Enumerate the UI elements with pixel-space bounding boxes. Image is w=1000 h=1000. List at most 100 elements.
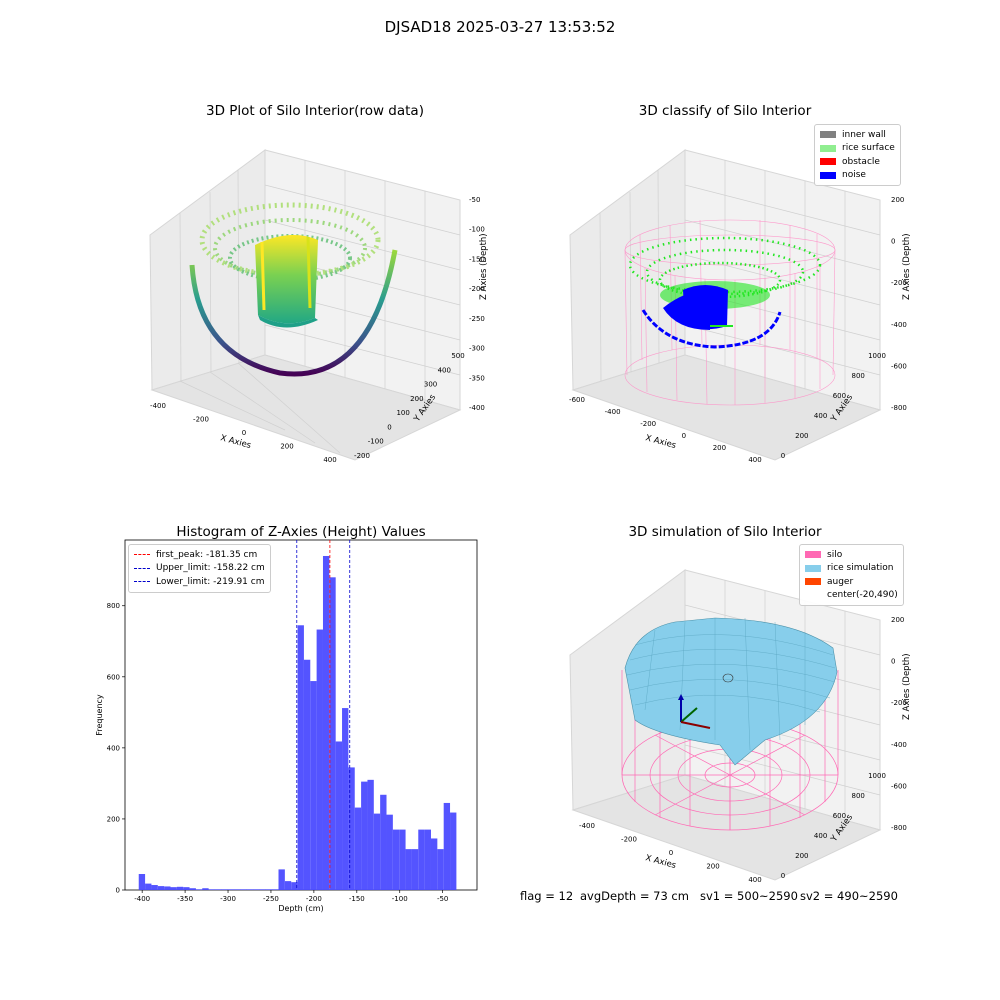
panel2-y-ticks: 0 200 400 600 800 1000 — [781, 352, 886, 460]
histogram-bar-34 — [354, 807, 362, 890]
panel1-z-tick-5: -300 — [469, 345, 485, 353]
histogram-x-tick-2: -300 — [220, 895, 236, 903]
panel2-x-tick-0: -600 — [569, 396, 585, 404]
panel4-title: 3D simulation of Silo Interior — [628, 524, 822, 540]
panel1-z-tick-1: -100 — [469, 226, 485, 234]
panel2-x-ticks: -600 -400 -200 0 200 400 — [569, 396, 762, 464]
panel4-z-ticks: 200 0 -200 -400 -600 -800 — [891, 616, 907, 832]
histogram-ylabel: Frequency — [95, 694, 104, 736]
histogram-bar-12 — [214, 889, 222, 890]
legend-item-lower-limit: Lower_limit: -219.91 cm — [134, 575, 265, 589]
histogram-bar-2 — [151, 885, 158, 890]
panel1-z-tick-2: -150 — [469, 255, 485, 263]
legend-item-silo: silo — [805, 548, 898, 562]
histogram-bar-22 — [278, 869, 285, 890]
histogram-x-tick-6: -100 — [392, 895, 408, 903]
panel4-y-tick-0: 0 — [781, 872, 785, 880]
panel2-y-tick-0: 0 — [781, 452, 785, 460]
panel1-x-tick-1: -200 — [193, 416, 209, 424]
panel1-z-tick-3: -200 — [469, 285, 485, 293]
panel1-z-tick-4: -250 — [469, 315, 485, 323]
histogram-bar-45 — [424, 829, 431, 890]
panel2-x-tick-1: -400 — [605, 408, 621, 416]
legend-item-center: center(-20,490) — [827, 590, 898, 601]
histogram-bar-35 — [361, 781, 368, 890]
panel2-noise-points — [641, 285, 782, 349]
panel1-y-tick-7: 500 — [451, 352, 464, 360]
histogram-bar-19 — [259, 889, 266, 890]
panel4-z-tick-1: 0 — [891, 658, 895, 666]
legend-item-inner-wall: inner wall — [820, 128, 895, 142]
legend-item-first-peak: first_peak: -181.35 cm — [134, 548, 265, 562]
panel1-z-ticks: -50 -100 -150 -200 -250 -300 -350 -400 — [469, 196, 485, 412]
panel4-z-tick-2: -200 — [891, 699, 907, 707]
panel1-x-tick-2: 0 — [242, 429, 246, 437]
histogram-vlines — [296, 540, 351, 890]
status-sv2: sv2 = 490~2590 — [800, 889, 898, 903]
histogram-bar-47 — [437, 849, 444, 890]
legend-item-noise: noise — [820, 169, 895, 183]
panel1-y-tick-5: 300 — [424, 381, 437, 389]
histogram-bar-24 — [291, 882, 298, 890]
panel2-z-ticks: 200 0 -200 -400 -600 -800 — [891, 196, 907, 412]
histogram-bar-10 — [202, 888, 209, 890]
histogram-bar-36 — [367, 779, 374, 890]
panel2-y-tick-4: 800 — [852, 372, 865, 380]
panel2-z-tick-1: 0 — [891, 238, 895, 246]
legend-item-rice-surface: rice surface — [820, 142, 895, 156]
histogram-legend: first_peak: -181.35 cm Upper_limit: -158… — [128, 544, 271, 593]
legend-item-obstacle: obstacle — [820, 155, 895, 169]
legend-item-rice-simulation: rice simulation — [805, 562, 898, 576]
panel2-x-tick-5: 400 — [748, 456, 761, 464]
histogram-bar-31 — [335, 741, 343, 890]
histogram-bar-33 — [348, 767, 355, 890]
histogram-bar-15 — [234, 889, 241, 890]
panel4-y-tick-4: 800 — [852, 792, 865, 800]
status-avg-depth: avgDepth = 73 cm — [580, 889, 689, 903]
histogram-bar-8 — [189, 888, 196, 890]
histogram-x-tick-3: -250 — [263, 895, 279, 903]
panel1-y-tick-2: 0 — [387, 423, 391, 431]
histogram-x-ticks: -400 -350 -300 -250 -200 -150 -100 -50 — [134, 890, 448, 903]
panel2-zlabel: Z Axies (Depth) — [902, 233, 912, 300]
histogram-bar-25 — [297, 625, 304, 890]
panel2-z-tick-2: -200 — [891, 279, 907, 287]
histogram-bar-39 — [386, 814, 393, 890]
histogram-bar-4 — [164, 886, 171, 890]
panel4-y-tick-2: 400 — [814, 832, 827, 840]
histogram-xlabel: Depth (cm) — [278, 904, 323, 913]
histogram-bar-44 — [418, 829, 425, 890]
panel1-y-tick-1: -100 — [368, 438, 384, 446]
panel1-title: 3D Plot of Silo Interior(row data) — [206, 103, 424, 119]
panel4-y-ticks: 0 200 400 600 800 1000 — [781, 772, 886, 880]
panel2-x-tick-2: -200 — [640, 420, 656, 428]
panel1-z-tick-7: -400 — [469, 404, 485, 412]
histogram-bar-13 — [221, 889, 228, 890]
histogram-chart: -400 -350 -300 -250 -200 -150 -100 -50 0 200 400 6… — [95, 539, 478, 913]
panel2-3d-plot: -600 -400 -200 0 200 400 0 200 400 600 800 1000 20… — [569, 149, 912, 464]
panel4-y-tick-3: 600 — [833, 812, 846, 820]
histogram-bar-37 — [373, 813, 381, 890]
histogram-bar-6 — [176, 886, 184, 890]
histogram-bar-43 — [411, 849, 419, 890]
panel4-y-tick-1: 200 — [795, 852, 808, 860]
histogram-bar-0 — [138, 874, 146, 890]
panel1-inner-wall-ring — [189, 249, 398, 377]
histogram-y-tick-2: 400 — [107, 744, 120, 752]
panel3-title: Histogram of Z-Axies (Height) Values — [176, 524, 426, 540]
panel1-floor-pane — [150, 354, 462, 461]
histogram-bar-17 — [246, 889, 254, 890]
histogram-bar-32 — [342, 708, 349, 890]
histogram-bar-5 — [170, 887, 177, 890]
panel4-z-tick-5: -800 — [891, 824, 907, 832]
histogram-bar-1 — [145, 883, 152, 890]
histogram-bar-9 — [195, 889, 203, 890]
panel2-z-tick-3: -400 — [891, 321, 907, 329]
panel4-silo-wireframe — [621, 670, 839, 831]
histogram-y-tick-0: 0 — [116, 887, 120, 895]
histogram-bar-38 — [380, 794, 387, 890]
panel1-x-tick-4: 400 — [323, 456, 336, 464]
histogram-bars — [138, 555, 457, 890]
histogram-bar-49 — [450, 812, 457, 890]
